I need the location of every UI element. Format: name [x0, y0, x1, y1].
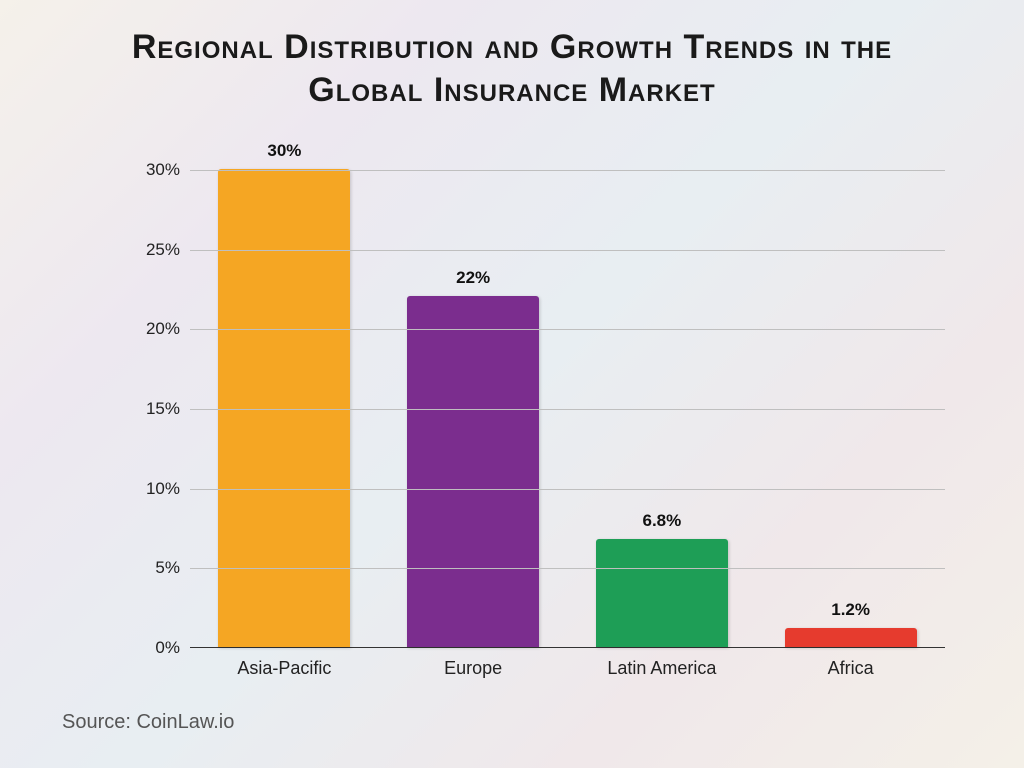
bar: [218, 169, 350, 647]
bar: [596, 539, 728, 647]
y-tick-label: 20%: [146, 319, 190, 339]
plot-area: 30%22%6.8%1.2% 0%5%10%15%20%25%30%: [190, 138, 945, 648]
y-tick-label: 15%: [146, 399, 190, 419]
y-tick-label: 10%: [146, 479, 190, 499]
bar-slot: 22%: [379, 138, 568, 647]
bar-slot: 30%: [190, 138, 379, 647]
title-line-1: Regional Distribution and Growth Trends …: [132, 28, 892, 66]
y-tick-label: 25%: [146, 240, 190, 260]
x-axis-labels: Asia-PacificEuropeLatin AmericaAfrica: [190, 658, 945, 679]
bar: [785, 628, 917, 647]
chart-area: 30% 22% 6.8% 1.2% 0% 5% 10% 15% 20% 25% 30% Asia-…: [130, 138, 945, 688]
x-axis-label: Asia-Pacific: [190, 658, 379, 679]
bar-value-label: 22%: [379, 268, 568, 288]
y-tick-label: 30%: [146, 160, 190, 180]
y-tick-label: 5%: [155, 558, 190, 578]
bars-container: 30% 22% 6.8% 1.2%: [190, 138, 945, 647]
gridline: [190, 329, 945, 330]
x-axis-label: Europe: [379, 658, 568, 679]
bar-slot: 1.2%: [756, 138, 945, 647]
bar-slot: 6.8%: [568, 138, 757, 647]
bar: [407, 296, 539, 647]
bar-value-label: 6.8%: [568, 511, 757, 531]
chart-title: Regional Distribution and Growth Trends …: [0, 0, 1024, 111]
x-axis-label: Latin America: [568, 658, 757, 679]
gridline: [190, 409, 945, 410]
x-axis-label: Africa: [756, 658, 945, 679]
bar-value-label: 30%: [190, 141, 379, 161]
source-attribution: Source: CoinLaw.io: [62, 711, 234, 734]
title-line-2: Global Insurance Market: [308, 71, 715, 109]
gridline: [190, 170, 945, 171]
bar-value-label: 1.2%: [756, 600, 945, 620]
gridline: [190, 489, 945, 490]
gridline: [190, 568, 945, 569]
y-tick-label: 0%: [155, 638, 190, 658]
gridline: [190, 250, 945, 251]
